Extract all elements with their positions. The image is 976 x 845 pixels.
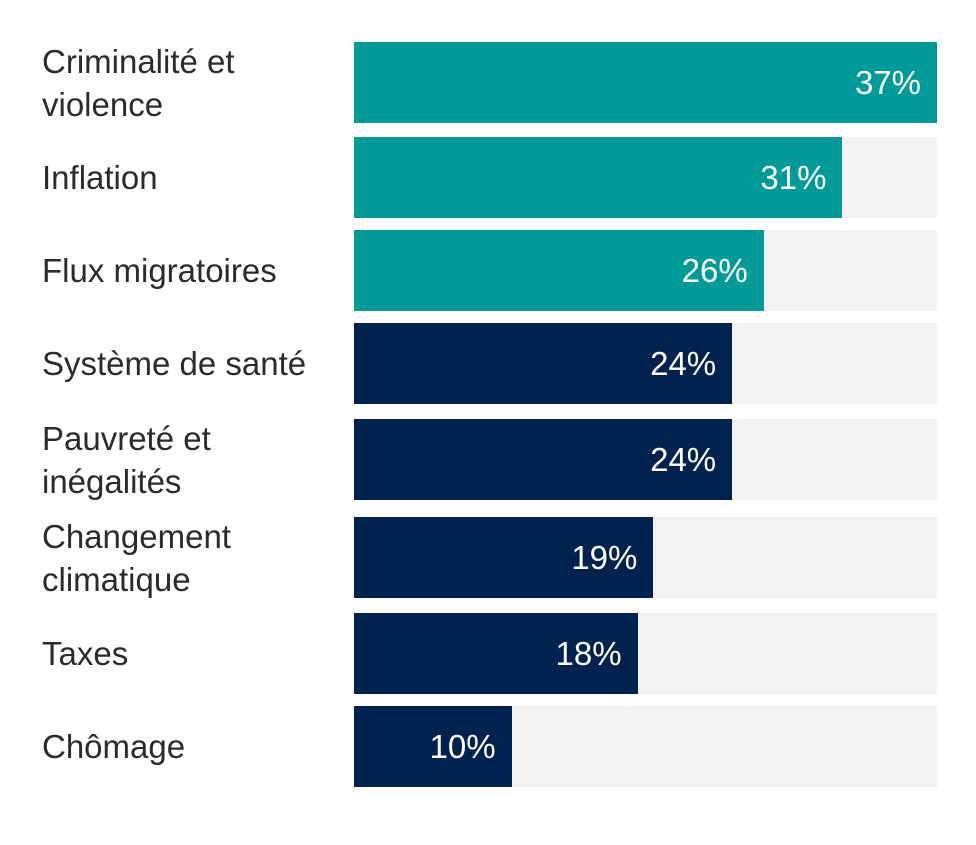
category-label-line: Système de santé	[42, 345, 307, 382]
category-label-line: Criminalité et	[42, 42, 235, 80]
bar-track: 37%	[354, 42, 937, 123]
category-label-line: Flux migratoires	[42, 252, 277, 289]
category-label: Inflation	[42, 137, 342, 218]
bar-track: 26%	[354, 230, 937, 311]
category-label-line: Inflation	[42, 159, 158, 196]
bar-track: 31%	[354, 137, 937, 218]
value-label: 24%	[650, 344, 717, 382]
value-label: 10%	[429, 727, 496, 765]
bar: 26%	[354, 230, 764, 311]
bar: 24%	[354, 419, 733, 500]
category-label-line: Changement	[42, 517, 231, 555]
bar: 24%	[354, 323, 733, 404]
category-label: Changement climatique	[42, 517, 342, 598]
category-label: Pauvreté et inégalités	[42, 419, 342, 500]
bar-track: 24%	[354, 419, 937, 500]
category-label-line: violence	[42, 85, 164, 123]
category-label-line: Pauvreté et	[42, 419, 211, 457]
bar-track: 19%	[354, 517, 937, 598]
value-label: 18%	[555, 634, 622, 672]
category-label: Criminalité et violence	[42, 42, 342, 123]
category-label: Flux migratoires	[42, 230, 342, 311]
category-label: Chômage	[42, 706, 342, 787]
value-label: 26%	[681, 251, 748, 289]
category-label-line: climatique	[42, 560, 191, 598]
category-label-line: inégalités	[42, 462, 182, 500]
bar-track: 10%	[354, 706, 937, 787]
bar-track: 24%	[354, 323, 937, 404]
value-label: 31%	[760, 158, 827, 196]
bar-track: 18%	[354, 613, 937, 694]
bar: 37%	[354, 42, 937, 123]
category-label: Taxes	[42, 613, 342, 694]
value-label: 37%	[854, 63, 921, 101]
value-label: 19%	[571, 538, 638, 576]
category-label-line: Taxes	[42, 635, 129, 672]
category-label: Système de santé	[42, 323, 342, 404]
bar: 19%	[354, 517, 654, 598]
value-label: 24%	[650, 440, 717, 478]
category-label-line: Chômage	[42, 728, 186, 765]
bar: 10%	[354, 706, 512, 787]
bar: 31%	[354, 137, 843, 218]
bar: 18%	[354, 613, 638, 694]
